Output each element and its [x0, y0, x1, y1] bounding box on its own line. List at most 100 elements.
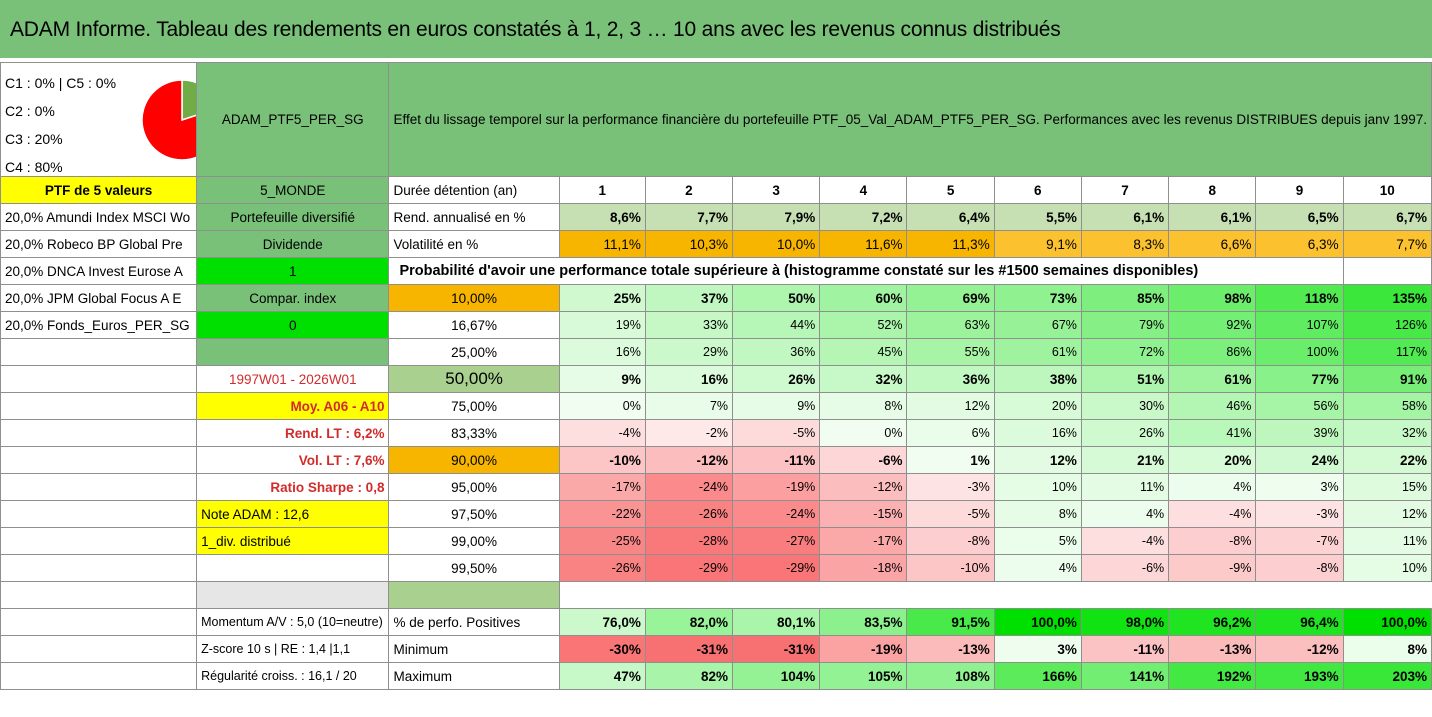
quantile-value: 16% [644, 365, 734, 393]
pos-value: 91,5% [906, 608, 995, 636]
quantile-value: 72% [1080, 338, 1170, 366]
quantile-value: 21% [1080, 446, 1170, 474]
quantile-value: 9% [732, 392, 821, 420]
quantile-value: 44% [732, 311, 821, 339]
quantile-value: -8% [906, 527, 995, 555]
cell [0, 581, 198, 609]
quantile-value: 0% [819, 419, 908, 447]
quantile-value: 29% [644, 338, 734, 366]
rend-value: 7,7% [644, 203, 734, 231]
quantile-value: -7% [1255, 527, 1344, 555]
max-value: 82% [644, 662, 734, 690]
quantile-value: 61% [1168, 365, 1257, 393]
duration-label: Durée détention (an) [388, 176, 560, 204]
quantile-value: 8% [993, 500, 1082, 528]
quantile-value: -10% [558, 446, 646, 474]
pos-value: 80,1% [732, 608, 821, 636]
holding: 20,0% Fonds_Euros_PER_SG [0, 311, 198, 339]
cell [0, 473, 198, 501]
quantile-value: 12% [906, 392, 995, 420]
quantile-value: 38% [993, 365, 1082, 393]
pos-value: 76,0% [558, 608, 646, 636]
quantile-value: 46% [1168, 392, 1257, 420]
vol-lt-label: Vol. LT : 7,6% [196, 446, 390, 474]
quantile-value: 25% [558, 284, 646, 312]
quantile-value: -19% [732, 473, 821, 501]
quantile-label: 99,00% [388, 527, 560, 555]
allocation-pie-chart [141, 79, 196, 161]
min-value: -19% [819, 635, 908, 663]
rend-lt-label: Rend. LT : 6,2% [196, 419, 390, 447]
class-legend: C1 : 0% | C5 : 0% C2 : 0% C3 : 20% C4 : 80% [5, 69, 116, 176]
quantile-value: 3% [1255, 473, 1344, 501]
cell [558, 581, 1432, 609]
quantile-label: 25,00% [388, 338, 560, 366]
quantile-value: -3% [1255, 500, 1344, 528]
vol-value: 8,3% [1080, 230, 1170, 258]
cell [0, 662, 198, 690]
quantile-label: 83,33% [388, 419, 560, 447]
quantile-value: 22% [1342, 446, 1432, 474]
quantile-value: 118% [1255, 284, 1344, 312]
year-header: 5 [906, 176, 995, 204]
quantile-value: 117% [1342, 338, 1432, 366]
year-header: 3 [732, 176, 821, 204]
quantile-value: 56% [1255, 392, 1344, 420]
quantile-value: 20% [993, 392, 1082, 420]
quantile-value: -29% [732, 554, 821, 582]
cell [0, 392, 198, 420]
cell [0, 446, 198, 474]
quantile-value: 37% [644, 284, 734, 312]
max-value: 192% [1168, 662, 1257, 690]
quantile-label: 75,00% [388, 392, 560, 420]
max-label: Maximum [388, 662, 560, 690]
quantile-value: 15% [1342, 473, 1432, 501]
quantile-value: -12% [819, 473, 908, 501]
cell [196, 554, 390, 582]
max-value: 47% [558, 662, 646, 690]
quantile-label: 99,50% [388, 554, 560, 582]
quantile-value: 30% [1080, 392, 1170, 420]
quantile-value: 20% [1168, 446, 1257, 474]
quantile-value: 58% [1342, 392, 1432, 420]
quantile-value: -4% [1168, 500, 1257, 528]
pos-value: 82,0% [644, 608, 734, 636]
quantile-value: 16% [558, 338, 646, 366]
quantile-value: 16% [993, 419, 1082, 447]
compar-value: 0 [196, 311, 390, 339]
vol-value: 11,1% [558, 230, 646, 258]
quantile-value: -8% [1168, 527, 1257, 555]
holding: 20,0% DNCA Invest Eurose A [0, 257, 198, 285]
quantile-label: 10,00% [388, 284, 560, 312]
cell [196, 338, 390, 366]
holding: 20,0% Robeco BP Global Pre [0, 230, 198, 258]
quantile-value: -18% [819, 554, 908, 582]
quantile-value: 100% [1255, 338, 1344, 366]
quantile-value: 92% [1168, 311, 1257, 339]
max-value: 193% [1255, 662, 1344, 690]
min-value: -13% [906, 635, 995, 663]
quantile-value: -25% [558, 527, 646, 555]
class-legend-line: C3 : 20% [5, 131, 63, 147]
max-value: 141% [1080, 662, 1170, 690]
rend-value: 5,5% [993, 203, 1082, 231]
vol-value: 6,3% [1255, 230, 1344, 258]
cell [0, 365, 198, 393]
quantile-value: 32% [819, 365, 908, 393]
quantile-value: 11% [1080, 473, 1170, 501]
pos-value: 100,0% [1342, 608, 1432, 636]
pos-value: 83,5% [819, 608, 908, 636]
zone-label: 5_MONDE [196, 176, 390, 204]
quantile-value: 79% [1080, 311, 1170, 339]
rend-value: 7,9% [732, 203, 821, 231]
quantile-value: 91% [1342, 365, 1432, 393]
quantile-value: -4% [558, 419, 646, 447]
momentum-label: Momentum A/V : 5,0 (10=neutre) [196, 608, 390, 636]
quantile-value: 26% [1080, 419, 1170, 447]
holding: 20,0% Amundi Index MSCI Wo [0, 203, 198, 231]
report-title: ADAM Informe. Tableau des rendements en … [0, 0, 1432, 60]
cell [0, 554, 198, 582]
quantile-value: -12% [644, 446, 734, 474]
max-value: 203% [1342, 662, 1432, 690]
quantile-value: -9% [1168, 554, 1257, 582]
